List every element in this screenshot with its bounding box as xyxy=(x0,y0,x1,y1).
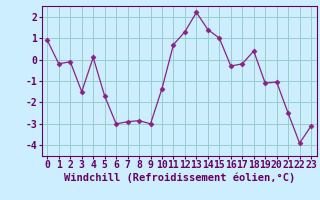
X-axis label: Windchill (Refroidissement éolien,°C): Windchill (Refroidissement éolien,°C) xyxy=(64,173,295,183)
